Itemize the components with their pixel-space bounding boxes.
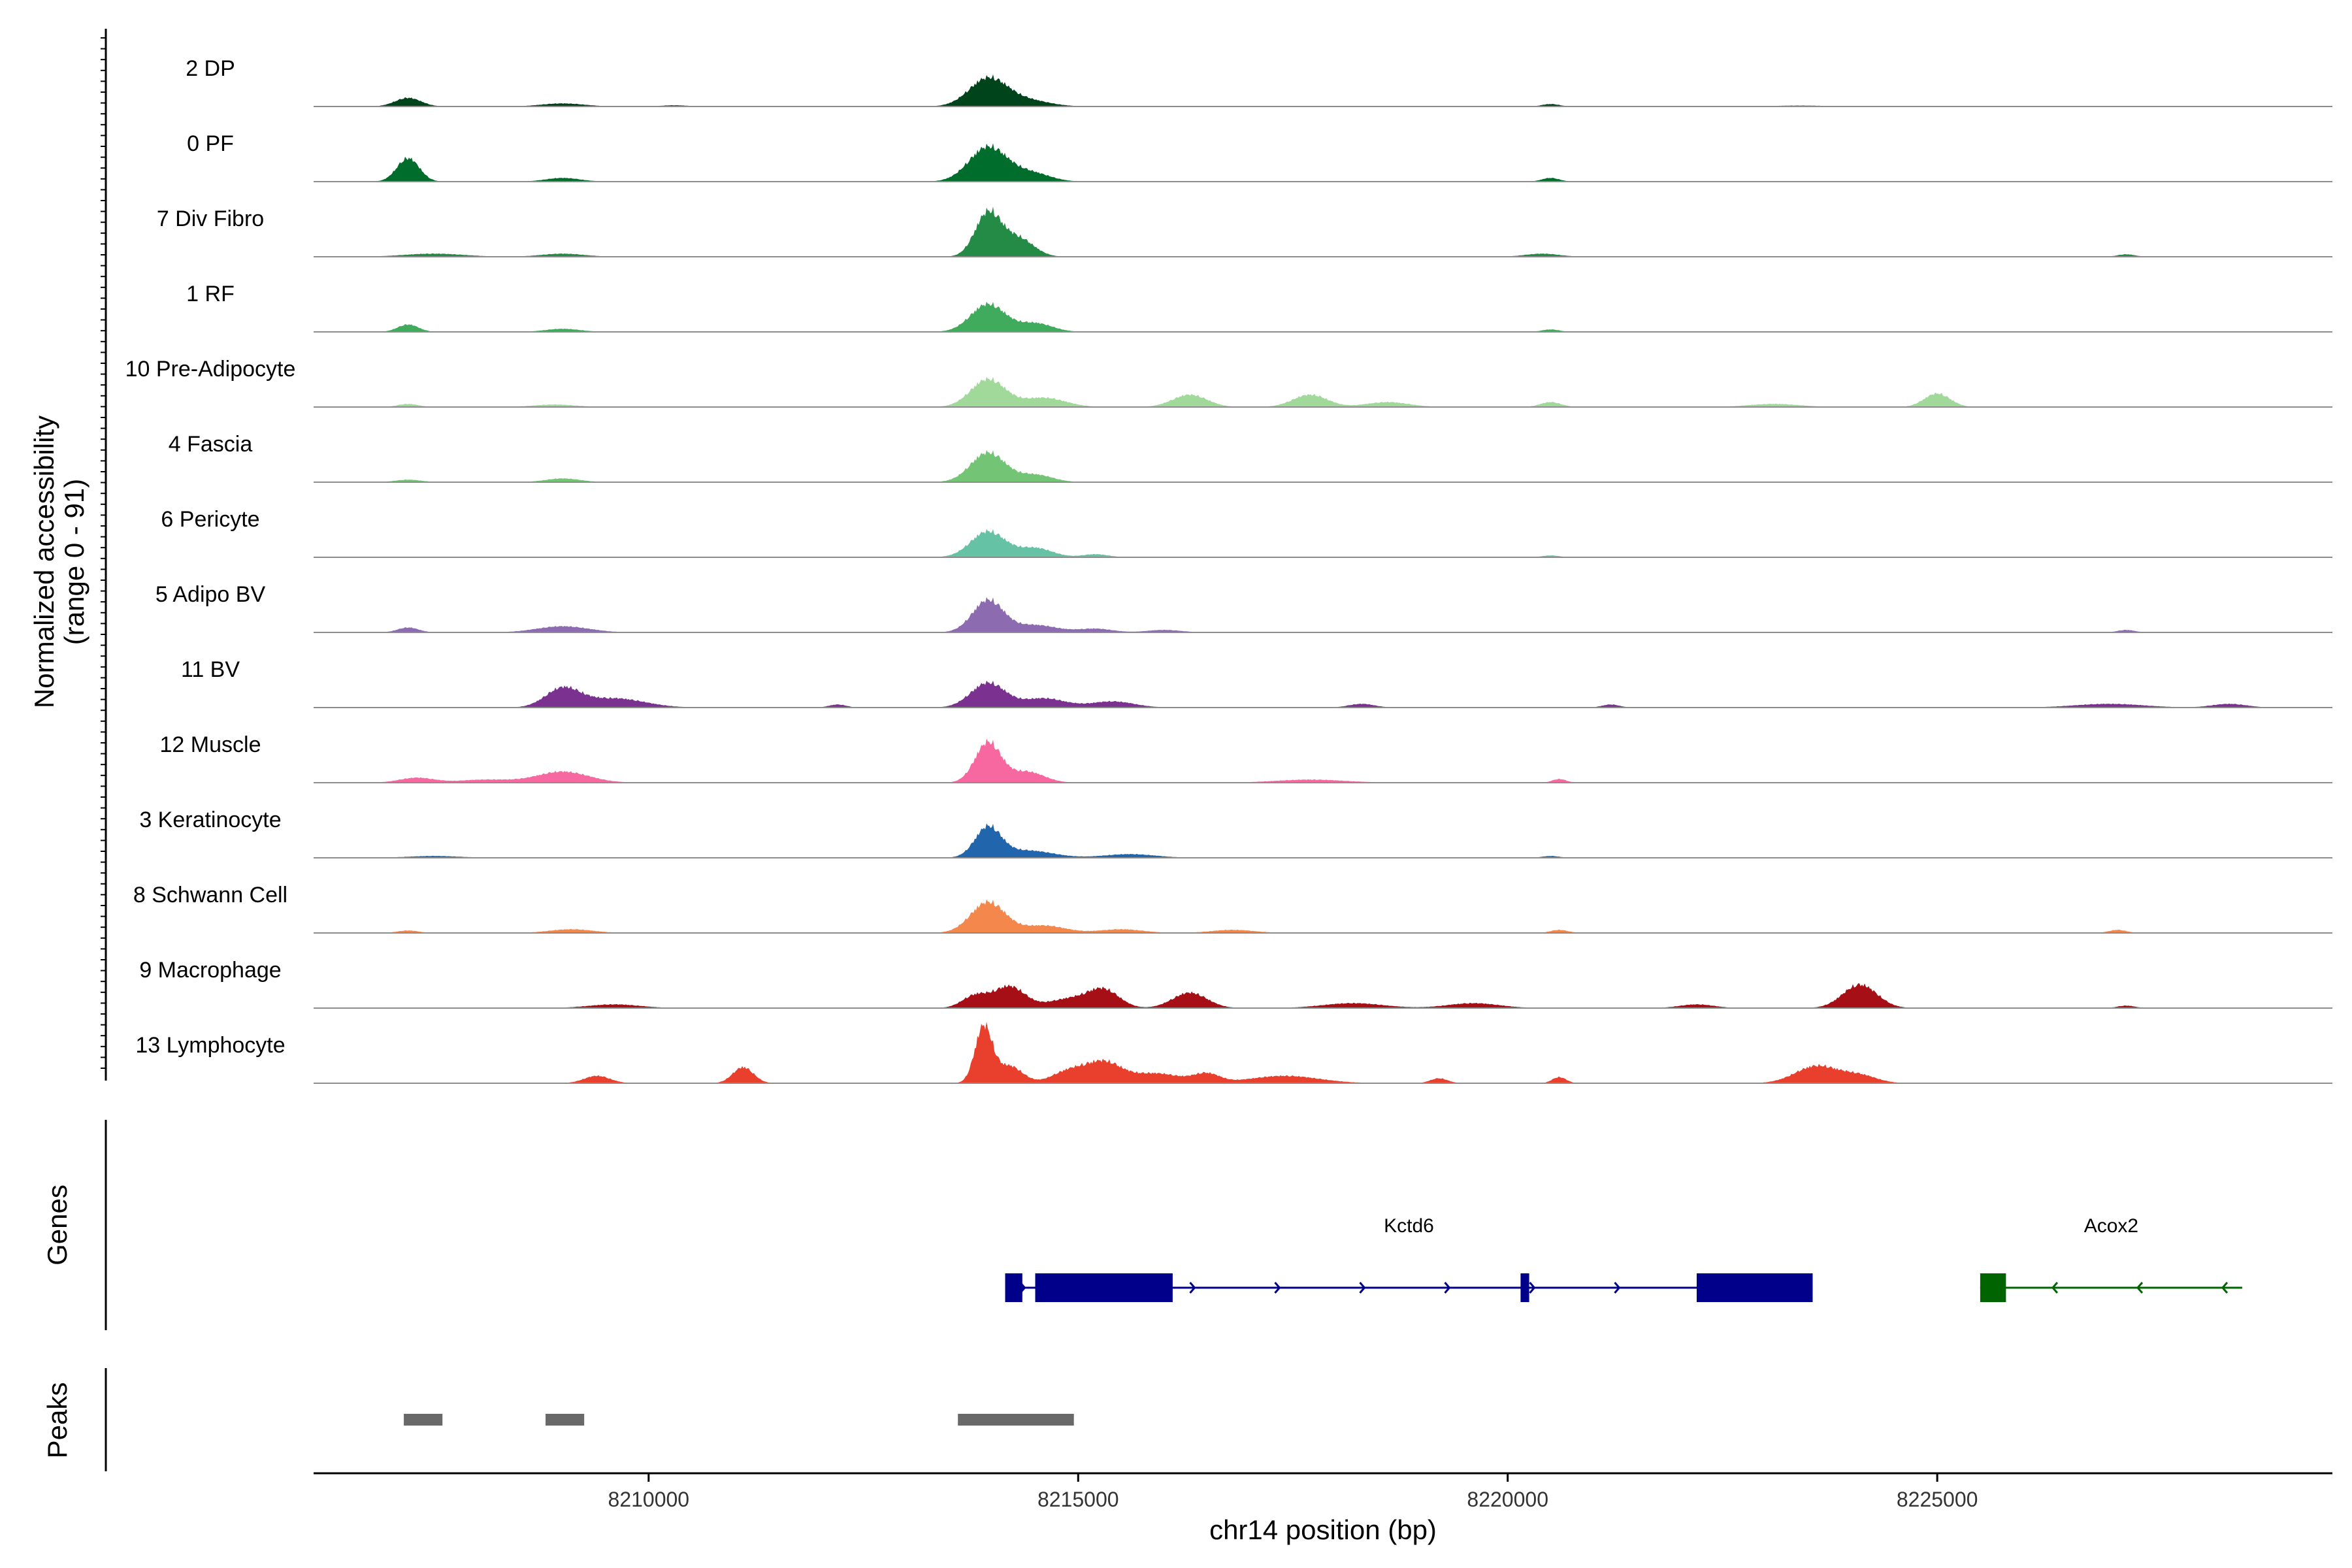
gene-kctd6: Kctd6 (1005, 1215, 1813, 1302)
track-area (314, 376, 2332, 407)
y-axis-title-line2: (range 0 - 91) (59, 479, 90, 645)
genes-track-title: Genes (42, 1184, 73, 1266)
track-1: 0 PF (187, 131, 2332, 182)
track-area (314, 680, 2332, 708)
x-axis-title: chr14 position (bp) (1209, 1514, 1437, 1545)
strand-arrow (1359, 1282, 1366, 1294)
x-tick-label: 8220000 (1467, 1488, 1548, 1511)
strand-arrow (2136, 1282, 2144, 1294)
x-tick-label: 8225000 (1897, 1488, 1978, 1511)
peak-region (404, 1414, 443, 1426)
track-10: 3 Keratinocyte (139, 808, 2332, 858)
x-axis-ticks: 8210000 8215000 8220000 8225000 (608, 1473, 1978, 1511)
exon (1035, 1273, 1173, 1302)
track-label: 13 Lymphocyte (135, 1033, 285, 1058)
track-2: 7 Div Fibro (157, 206, 2332, 257)
track-6: 6 Pericyte (161, 507, 2332, 558)
exon (1980, 1273, 2006, 1302)
track-label: 8 Schwann Cell (133, 883, 287, 907)
strand-arrow (1274, 1282, 1281, 1294)
strand-arrow (2051, 1282, 2059, 1294)
strand-arrow (1529, 1282, 1536, 1294)
track-12: 9 Macrophage (139, 958, 2332, 1009)
strand-arrow (2221, 1282, 2229, 1294)
track-label: 10 Pre-Adipocyte (125, 357, 296, 382)
peaks-track-title: Peaks (42, 1382, 73, 1459)
peaks-track (404, 1414, 1074, 1426)
gene-acox2: Acox2 (1980, 1215, 2242, 1302)
peak-region (546, 1414, 585, 1426)
track-label: 0 PF (187, 131, 234, 156)
track-label: 4 Fascia (169, 432, 253, 457)
track-5: 4 Fascia (169, 432, 2332, 483)
track-label: 12 Muscle (160, 732, 261, 757)
track-13: 13 Lymphocyte (135, 1021, 2332, 1084)
strand-arrow (1189, 1282, 1196, 1294)
track-label: 9 Macrophage (139, 958, 281, 983)
track-11: 8 Schwann Cell (133, 883, 2332, 934)
track-label: 5 Adipo BV (155, 582, 266, 607)
track-7: 5 Adipo BV (155, 582, 2332, 633)
peak-region (958, 1414, 1074, 1426)
track-0: 2 DP (186, 56, 2332, 107)
track-4: 10 Pre-Adipocyte (125, 357, 2332, 408)
track-3: 1 RF (186, 282, 2332, 333)
track-label: 3 Keratinocyte (139, 808, 281, 832)
exon (1696, 1273, 1813, 1302)
track-label: 7 Div Fibro (157, 206, 264, 231)
track-label: 6 Pericyte (161, 507, 259, 532)
coverage-tracks: 2 DP 0 PF 7 Div Fibro 1 RF 10 Pre-Adipocyte 4… (125, 56, 2332, 1084)
genes-track: Kctd6 Acox2 (1005, 1215, 2242, 1302)
x-tick-label: 8210000 (608, 1488, 690, 1511)
track-label: 11 BV (181, 657, 240, 682)
track-label: 1 RF (186, 282, 235, 306)
exon (1005, 1273, 1022, 1302)
exon (1520, 1273, 1529, 1302)
track-8: 11 BV (181, 657, 2332, 708)
track-area (314, 1021, 2332, 1083)
gene-name: Kctd6 (1384, 1215, 1434, 1237)
track-9: 12 Muscle (160, 732, 2332, 783)
gene-name: Acox2 (2084, 1215, 2138, 1237)
x-tick-label: 8215000 (1037, 1488, 1119, 1511)
strand-arrow (1614, 1282, 1621, 1294)
y-axis-title-line1: Normalized accessibility (29, 416, 59, 708)
track-label: 2 DP (186, 56, 235, 81)
strand-arrow (1444, 1282, 1451, 1294)
coverage-y-axis (101, 29, 107, 1081)
